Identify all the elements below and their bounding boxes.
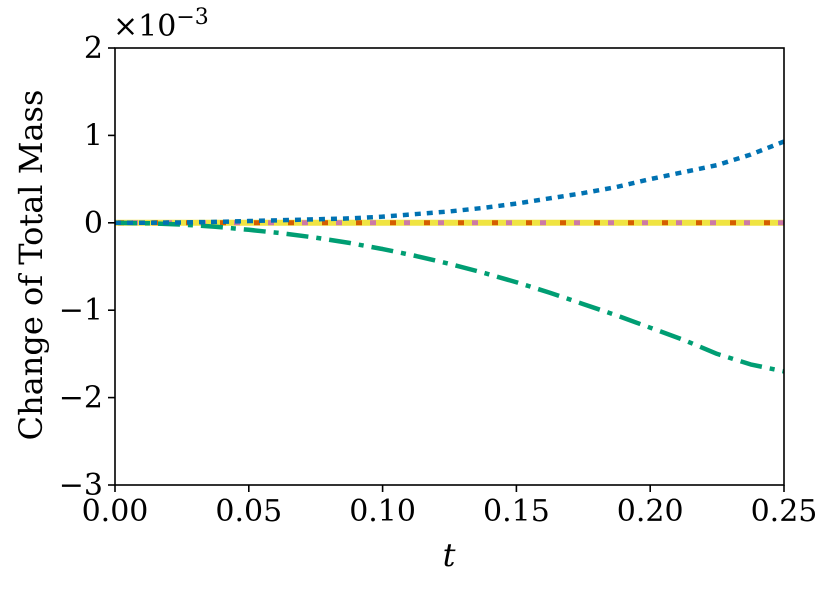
series-layer xyxy=(114,139,785,374)
y-tick-label: −2 xyxy=(59,381,103,416)
y-tick-label: −3 xyxy=(59,468,103,503)
y-tick-label: 0 xyxy=(84,206,103,241)
plot-frame xyxy=(114,47,785,486)
y-axis-label: Change of Total Mass xyxy=(12,90,50,441)
y-tick-label: −1 xyxy=(59,293,103,328)
series-line-1 xyxy=(114,220,785,374)
x-tick-label: 0.20 xyxy=(617,494,684,529)
series-line-0 xyxy=(114,139,785,226)
y-scale-label: ×10−3 xyxy=(113,5,209,44)
x-tick-label: 0.00 xyxy=(82,494,149,529)
x-tick-label: 0.10 xyxy=(349,494,416,529)
x-tick-label: 0.05 xyxy=(215,494,282,529)
x-axis-label: t xyxy=(443,536,456,574)
x-tick-label: 0.15 xyxy=(483,494,550,529)
ticks-layer: 0.00 0.05 0.10 0.15 0.20 0.25 −3 −2 −1 0 1 2 xyxy=(59,31,818,529)
y-tick-label: 1 xyxy=(84,118,103,153)
y-tick-label: 2 xyxy=(84,31,103,66)
x-tick-label: 0.25 xyxy=(751,494,818,529)
